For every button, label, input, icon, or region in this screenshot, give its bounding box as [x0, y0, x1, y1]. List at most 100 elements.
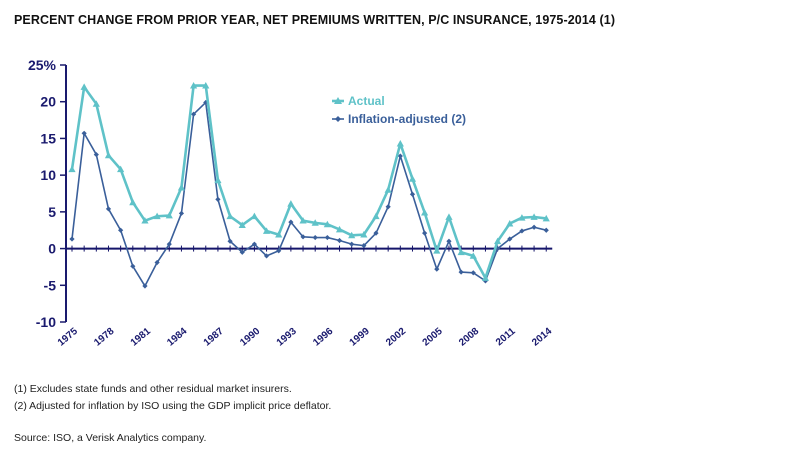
inflation-adjusted-point [422, 230, 428, 236]
actual-point [141, 217, 149, 224]
x-tick-label: 2005 [421, 326, 445, 349]
actual-point [457, 248, 465, 256]
inflation-adjusted-point [495, 245, 501, 252]
actual-point [360, 231, 368, 238]
x-tick-label: 2014 [530, 326, 554, 349]
footnote-2: (2) Adjusted for inflation by ISO using … [14, 400, 332, 412]
inflation-adjusted-point [373, 230, 379, 236]
inflation-adjusted-point [276, 248, 282, 254]
inflation-adjusted-point [312, 234, 318, 241]
x-tick-label: 2002 [384, 326, 408, 349]
legend-label: Inflation-adjusted (2) [348, 112, 466, 126]
actual-point [542, 214, 550, 222]
actual-point [275, 231, 283, 238]
source-note: Source: ISO, a Verisk Analytics company. [14, 432, 207, 444]
y-tick-label: 5 [48, 204, 56, 220]
inflation-adjusted-point [519, 228, 525, 234]
actual-point [117, 165, 125, 173]
inflation-adjusted-point [397, 153, 403, 159]
actual-point [238, 221, 246, 228]
inflation-adjusted-point [531, 224, 537, 230]
inflation-adjusted-point [385, 204, 391, 210]
y-tick-label: 25% [28, 57, 57, 73]
x-tick-label: 1984 [165, 326, 189, 349]
actual-point [348, 231, 356, 239]
inflation-adjusted-point [154, 259, 160, 266]
chart-title: PERCENT CHANGE FROM PRIOR YEAR, NET PREM… [14, 13, 616, 27]
legend-triangle-marker [334, 97, 342, 104]
legend-item-actual: Actual [332, 94, 385, 108]
inflation-adjusted-point [324, 234, 330, 241]
actual-point [506, 220, 514, 227]
actual-point [518, 214, 526, 221]
inflation-adjusted-point [130, 263, 136, 269]
footnote-1: (1) Excludes state funds and other resid… [14, 383, 292, 395]
inflation-adjusted-point [336, 237, 343, 244]
actual-point [262, 227, 271, 234]
actual-point [104, 151, 113, 159]
legend-label: Actual [348, 94, 385, 108]
legend-diamond-marker [335, 116, 341, 122]
actual-point [323, 220, 331, 228]
actual-point [494, 237, 502, 245]
x-tick-label: 1981 [129, 326, 153, 349]
legend-item-inflation-adjusted: Inflation-adjusted (2) [332, 112, 466, 126]
y-tick-label: 20 [40, 94, 56, 110]
actual-point [469, 252, 477, 259]
actual-point [165, 211, 173, 219]
x-tick-label: 1987 [202, 326, 226, 349]
y-tick-label: -5 [44, 277, 57, 293]
actual-point [384, 186, 392, 193]
inflation-adjusted-point [142, 283, 148, 289]
actual-point [421, 208, 429, 216]
inflation-adjusted-point [93, 151, 99, 158]
x-tick-label: 2008 [457, 326, 481, 349]
inflation-adjusted-point [215, 196, 221, 202]
actual-point [530, 213, 538, 220]
inflation-adjusted-point [446, 238, 452, 244]
actual-point [311, 219, 319, 226]
x-tick-label: 1999 [348, 326, 372, 349]
actual-point [408, 175, 417, 182]
inflation-adjusted-point [300, 234, 306, 240]
actual-point [299, 217, 307, 224]
actual-point [190, 81, 198, 89]
inflation-adjusted-point [81, 130, 87, 136]
y-tick-label: -10 [36, 314, 56, 330]
actual-point [226, 212, 234, 220]
x-tick-label: 1996 [311, 326, 335, 349]
actual-point [372, 212, 380, 220]
actual-point [153, 212, 161, 220]
inflation-adjusted-point [288, 219, 294, 225]
inflation-adjusted-point [227, 238, 233, 244]
y-tick-label: 15 [40, 130, 56, 146]
inflation-adjusted-point [105, 206, 112, 212]
inflation-adjusted-point [543, 227, 549, 233]
inflation-adjusted-line [71, 101, 547, 287]
x-tick-label: 1990 [238, 326, 262, 349]
actual-point [433, 247, 441, 254]
series-inflation-adjusted [69, 99, 549, 289]
x-tick-label: 1978 [92, 326, 116, 349]
inflation-adjusted-point [178, 210, 185, 216]
y-tick-label: 0 [48, 241, 56, 257]
actual-point [481, 274, 490, 281]
series-layer [68, 81, 550, 289]
actual-point [250, 212, 258, 220]
inflation-adjusted-point [166, 241, 172, 247]
actual-point [214, 176, 222, 184]
actual-point [445, 213, 453, 220]
actual-point [92, 100, 100, 107]
inflation-adjusted-point [349, 241, 355, 247]
actual-point [396, 139, 404, 147]
actual-point [287, 200, 295, 207]
actual-point [335, 225, 344, 233]
inflation-adjusted-point [458, 269, 464, 275]
inflation-adjusted-point [470, 270, 476, 276]
inflation-adjusted-point [434, 266, 440, 272]
inflation-adjusted-point [263, 253, 270, 259]
inflation-adjusted-point [507, 236, 513, 242]
x-tick-label: 2011 [494, 326, 518, 349]
series-actual [68, 81, 550, 281]
